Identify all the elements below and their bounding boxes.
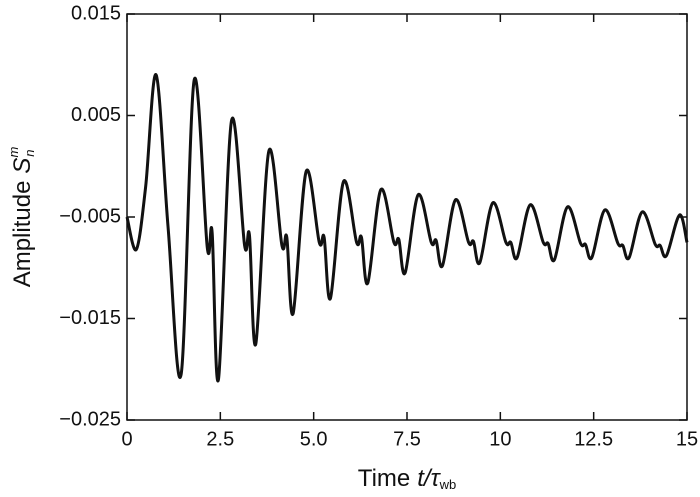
- x-tick-label: 2.5: [206, 428, 234, 450]
- y-label-var: S: [9, 158, 36, 174]
- y-label-sup: m: [6, 147, 21, 158]
- y-tick-label: −0.025: [59, 408, 121, 430]
- x-label-var: t: [417, 465, 425, 492]
- x-tick-label: 5.0: [300, 428, 328, 450]
- x-label-tau: /τ: [422, 465, 442, 492]
- y-label-word: Amplitude: [9, 181, 36, 288]
- y-tick-label: −0.015: [59, 307, 121, 329]
- y-label-sub: n: [22, 149, 37, 156]
- x-tick-label: 0: [121, 428, 132, 450]
- x-tick-label: 15: [676, 428, 698, 450]
- x-tick-label: 10: [489, 428, 511, 450]
- y-tick-label: 0.015: [71, 2, 121, 24]
- y-axis-label: Amplitude Smn: [6, 147, 37, 288]
- y-tick-label: 0.005: [71, 104, 121, 126]
- data-line: [125, 73, 689, 383]
- x-tick-label: 12.5: [574, 428, 613, 450]
- x-label-word: Time: [358, 465, 410, 492]
- x-label-sub: wb: [439, 477, 457, 492]
- x-axis-label: Time t/τwb: [358, 465, 456, 492]
- y-tick-label: −0.005: [59, 205, 121, 227]
- x-tick-label: 7.5: [393, 428, 421, 450]
